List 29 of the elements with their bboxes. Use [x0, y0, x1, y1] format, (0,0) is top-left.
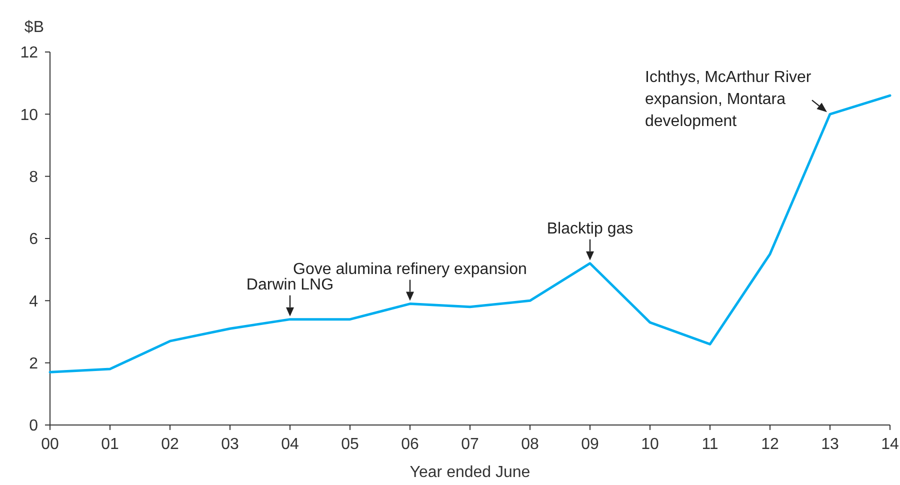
y-tick-label: 12 [20, 44, 38, 62]
x-tick-label: 11 [702, 436, 718, 453]
x-tick-label: 10 [641, 436, 659, 453]
x-tick-label: 07 [461, 436, 479, 453]
annotation: Gove alumina refinery expansion [293, 260, 527, 278]
y-tick-label: 4 [29, 293, 38, 310]
annotation: Darwin LNG [246, 276, 334, 294]
annotation: Ichthys, McArthur River expansion, Montara development [645, 69, 812, 130]
x-tick-label: 04 [281, 436, 299, 453]
x-tick-label: 12 [761, 436, 779, 453]
x-tick-label: 13 [821, 436, 839, 453]
line-series [48, 94, 892, 374]
y-tick-label: 6 [29, 231, 38, 248]
y-tick-label: 2 [29, 355, 38, 372]
y-axis-title: $B [24, 19, 44, 36]
x-tick-label: 03 [221, 436, 239, 453]
y-tick-label: 8 [29, 168, 38, 186]
x-axis-title: Year ended June [410, 464, 530, 481]
x-tick-label: 01 [101, 436, 119, 453]
x-tick-label: 06 [401, 436, 419, 453]
annotation: Blacktip gas [546, 220, 634, 238]
y-tick-label: 10 [20, 106, 38, 124]
x-tick-label: 08 [521, 436, 539, 453]
x-tick-label: 09 [581, 436, 599, 453]
x-tick-label: 14 [881, 436, 899, 453]
x-tick-label: 02 [161, 436, 179, 453]
y-tick-label: 0 [29, 418, 38, 435]
x-tick-label: 00 [41, 436, 59, 453]
x-tick-label: 05 [341, 436, 359, 453]
